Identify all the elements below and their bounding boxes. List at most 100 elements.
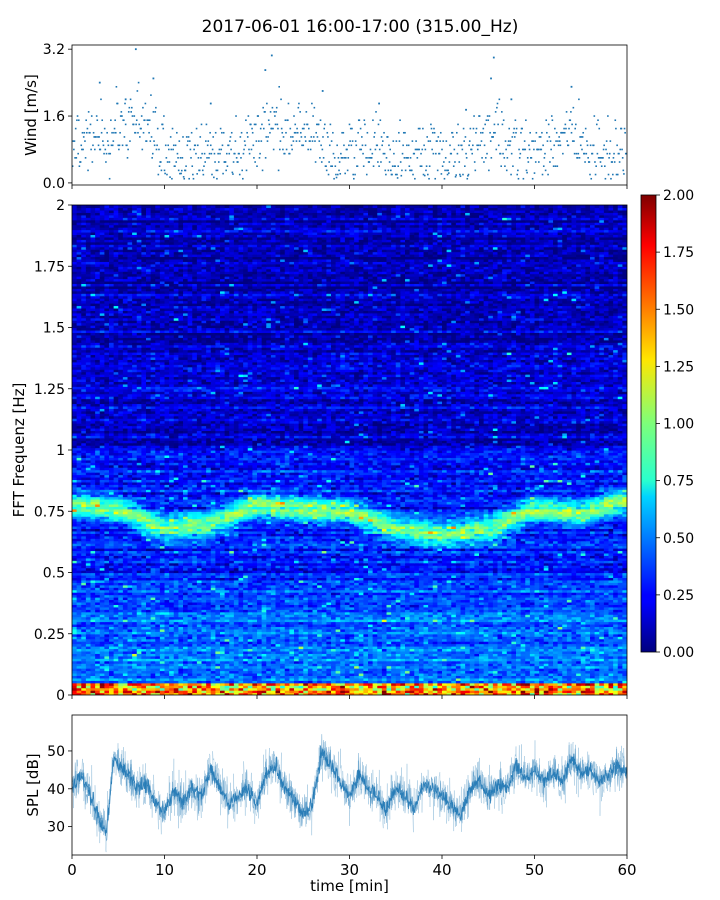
wind-point xyxy=(327,132,329,134)
wind-point xyxy=(340,153,342,155)
wind-point xyxy=(317,136,319,138)
wind-point xyxy=(128,111,130,113)
wind-point xyxy=(273,149,275,151)
wind-point xyxy=(122,144,124,146)
wind-point xyxy=(297,132,299,134)
wind-point xyxy=(349,124,351,126)
wind-point xyxy=(203,174,205,176)
wind-point xyxy=(469,140,471,142)
wind-point xyxy=(96,115,98,117)
wind-point xyxy=(98,136,100,138)
wind-point xyxy=(594,115,596,117)
wind-point xyxy=(86,132,88,134)
wind-point xyxy=(549,136,551,138)
wind-point xyxy=(266,103,268,105)
wind-point xyxy=(312,115,314,117)
wind-point xyxy=(385,174,387,176)
wind-point xyxy=(529,132,531,134)
wind-point xyxy=(113,140,115,142)
wind-point xyxy=(280,140,282,142)
wind-point xyxy=(206,157,208,159)
wind-point xyxy=(255,124,257,126)
wind-point xyxy=(515,132,517,134)
wind-point xyxy=(558,136,560,138)
wind-point xyxy=(299,111,301,113)
wind-point xyxy=(139,136,141,138)
wind-point xyxy=(363,165,365,167)
wind-point xyxy=(84,140,86,142)
wind-point xyxy=(82,149,84,151)
wind-y-ticks: 0.01.63.2 xyxy=(43,42,72,192)
wind-point xyxy=(90,124,92,126)
wind-point xyxy=(167,144,169,146)
wind-point xyxy=(450,153,452,155)
wind-point xyxy=(108,144,110,146)
wind-point xyxy=(245,119,247,121)
wind-point xyxy=(332,132,334,134)
wind-point xyxy=(410,157,412,159)
wind-point xyxy=(456,132,458,134)
wind-point xyxy=(545,170,547,172)
wind-point xyxy=(285,132,287,134)
wind-point xyxy=(621,128,623,130)
wind-point xyxy=(249,153,251,155)
wind-point xyxy=(272,107,274,109)
wind-point xyxy=(91,115,93,117)
wind-point xyxy=(142,149,144,151)
wind-point xyxy=(411,170,413,172)
wind-point xyxy=(325,165,327,167)
wind-point xyxy=(468,174,470,176)
wind-point xyxy=(571,132,573,134)
wind-point xyxy=(606,153,608,155)
wind-point xyxy=(241,170,243,172)
wind-point xyxy=(78,119,80,121)
wind-point xyxy=(408,144,410,146)
wind-point xyxy=(462,174,464,176)
wind-point xyxy=(500,153,502,155)
wind-point xyxy=(603,144,605,146)
wind-point xyxy=(487,115,489,117)
wind-point xyxy=(135,124,137,126)
wind-point xyxy=(401,175,403,177)
wind-point xyxy=(158,174,160,176)
wind-point xyxy=(465,153,467,155)
wind-point xyxy=(256,140,258,142)
wind-point xyxy=(99,82,101,84)
wind-point xyxy=(375,111,377,113)
wind-point xyxy=(437,170,439,172)
wind-point xyxy=(259,157,261,159)
wind-point xyxy=(362,153,364,155)
wind-point xyxy=(399,140,401,142)
wind-point xyxy=(547,174,549,176)
wind-point xyxy=(80,144,82,146)
wind-point xyxy=(596,124,598,126)
wind-point xyxy=(520,153,522,155)
wind-point xyxy=(582,136,584,138)
wind-point xyxy=(346,149,348,151)
wind-point xyxy=(244,140,246,142)
wind-point xyxy=(209,153,211,155)
wind-point xyxy=(454,149,456,151)
wind-point xyxy=(535,161,537,163)
wind-point xyxy=(507,144,509,146)
wind-point xyxy=(365,144,367,146)
wind-point xyxy=(368,161,370,163)
wind-point xyxy=(299,140,301,142)
wind-point xyxy=(129,140,131,142)
wind-point xyxy=(536,132,538,134)
wind-point xyxy=(115,132,117,134)
wind-point xyxy=(502,153,504,155)
wind-point xyxy=(220,149,222,151)
wind-point xyxy=(298,103,300,105)
wind-point xyxy=(429,140,431,142)
wind-point xyxy=(234,153,236,155)
wind-point xyxy=(365,157,367,159)
wind-point xyxy=(505,140,507,142)
wind-point xyxy=(103,144,105,146)
wind-point xyxy=(613,157,615,159)
wind-point xyxy=(383,132,385,134)
wind-point xyxy=(354,157,356,159)
wind-point xyxy=(203,165,205,167)
wind-point xyxy=(225,170,227,172)
wind-point xyxy=(428,178,430,180)
